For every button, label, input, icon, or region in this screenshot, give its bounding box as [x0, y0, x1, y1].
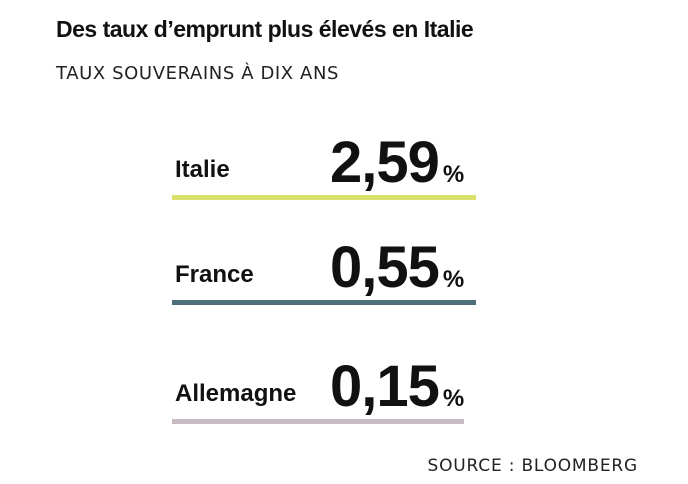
rate-row-france: France 0,55%	[172, 235, 478, 305]
country-label: Allemagne	[175, 380, 297, 407]
chart-title: Des taux d’emprunt plus élevés en Italie	[56, 16, 474, 42]
rate-value: 0,55	[330, 235, 440, 300]
rate-value-wrap: 2,59%	[330, 134, 464, 192]
rate-row-allemagne: Allemagne 0,15%	[172, 354, 478, 424]
country-label: Italie	[175, 156, 230, 183]
rate-unit: %	[442, 385, 465, 412]
rate-underline-bar	[172, 419, 464, 424]
rate-value-wrap: 0,55%	[330, 239, 464, 297]
rate-unit: %	[442, 161, 465, 188]
rate-unit: %	[442, 266, 465, 293]
rate-value: 2,59	[330, 130, 440, 195]
chart-subtitle: TAUX SOUVERAINS À DIX ANS	[56, 63, 340, 84]
rate-underline-bar	[172, 195, 476, 200]
country-label: France	[175, 261, 254, 288]
rate-row-italie: Italie 2,59%	[172, 130, 478, 200]
rate-value: 0,15	[330, 354, 440, 419]
rate-value-wrap: 0,15%	[330, 358, 464, 416]
source-note: SOURCE : BLOOMBERG	[427, 456, 638, 476]
rate-underline-bar	[172, 300, 476, 305]
